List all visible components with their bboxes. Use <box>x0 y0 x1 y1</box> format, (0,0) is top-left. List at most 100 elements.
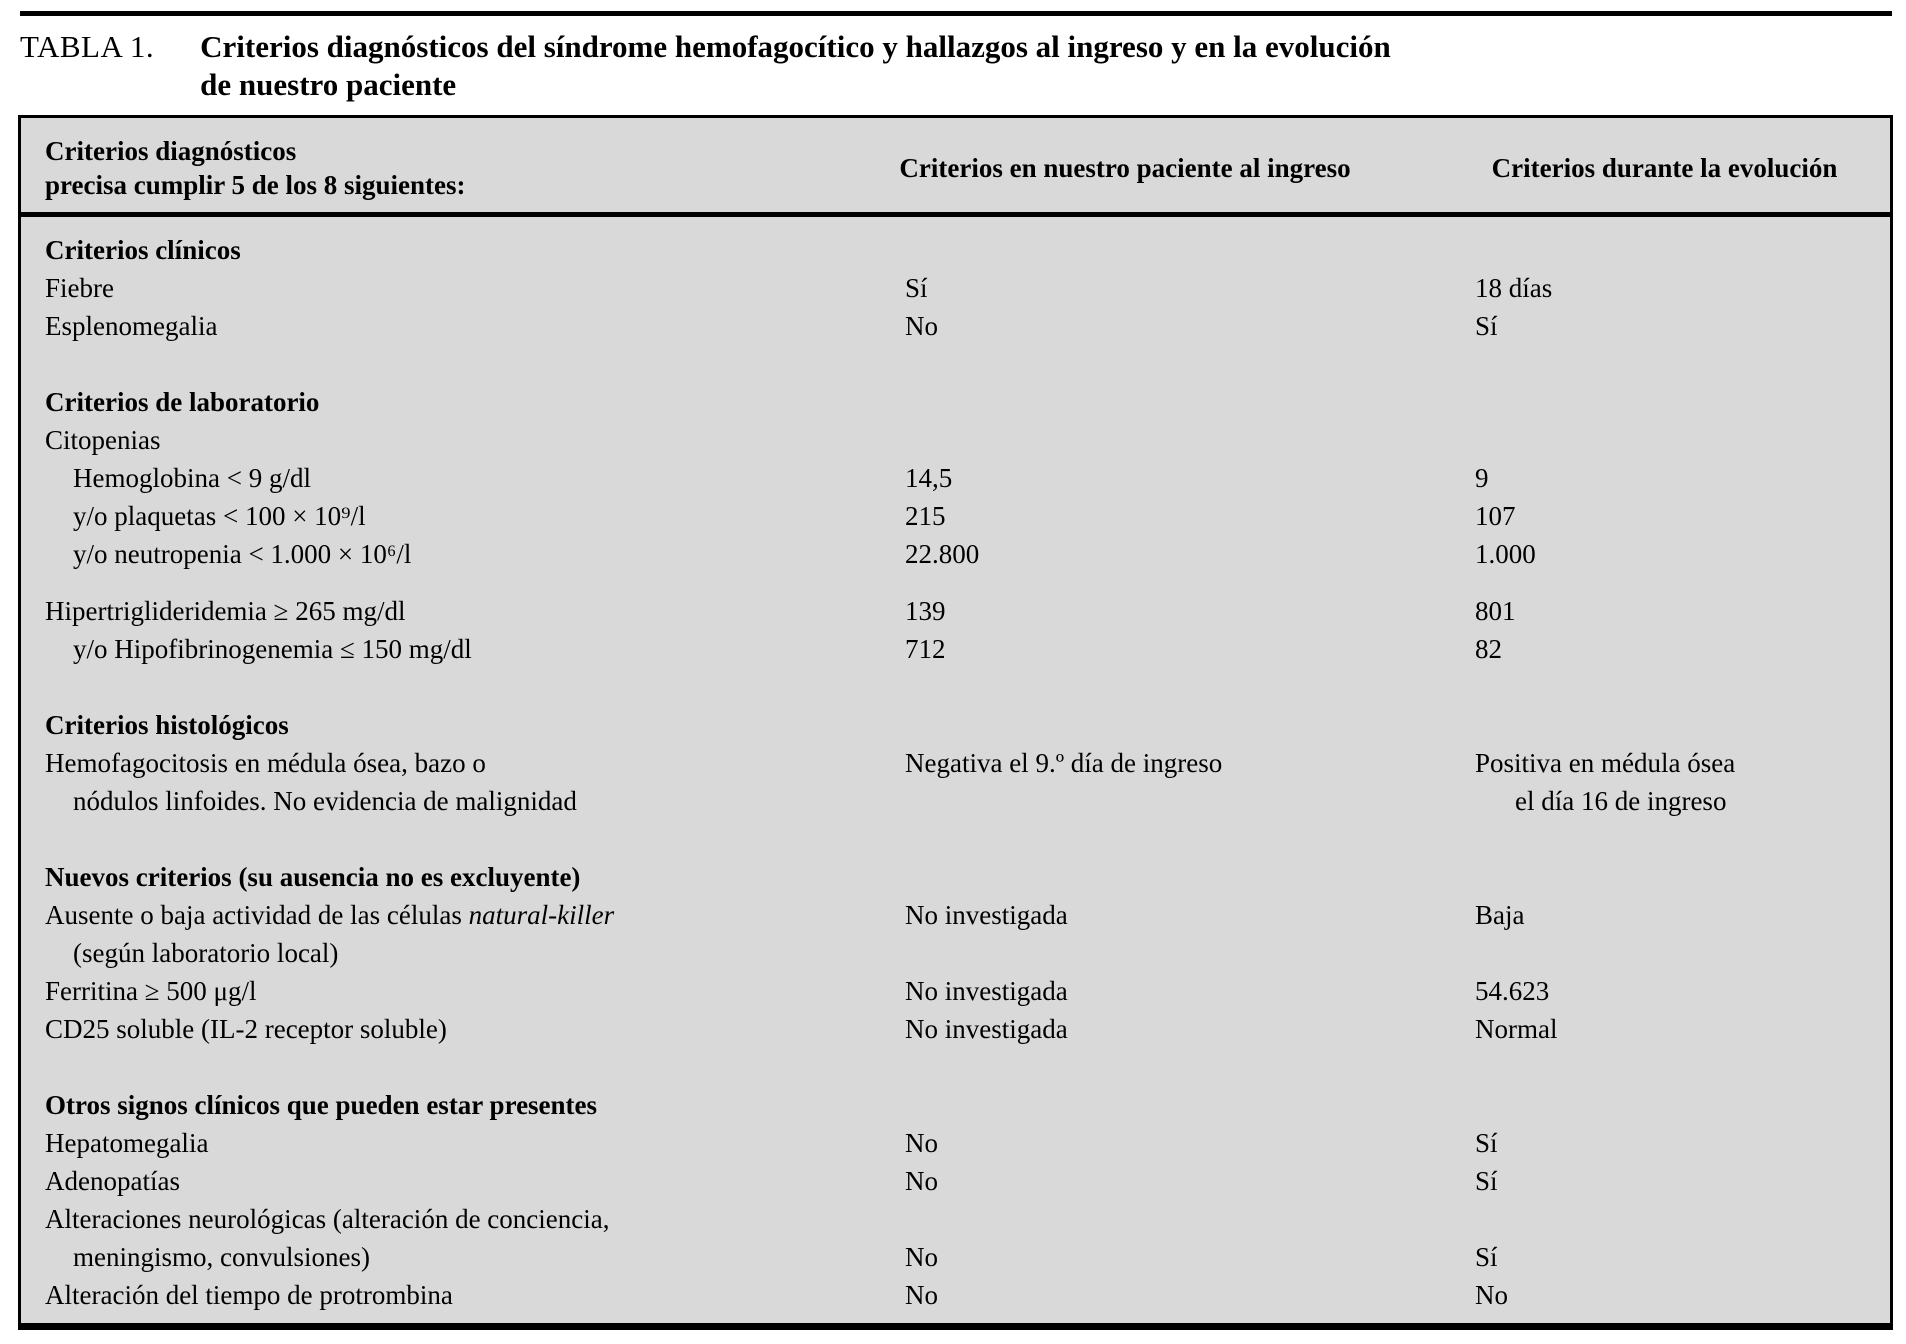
value-at-admission: Sí <box>905 273 928 303</box>
criterion-label: Ausente o baja actividad de las células … <box>45 896 885 934</box>
value-at-admission: No <box>905 1128 938 1158</box>
criterion-label-text: Hipertriglideridemia ≥ 265 mg/dl <box>45 596 406 626</box>
criterion-label-text: nódulos linfoides. No evidencia de malig… <box>73 786 577 816</box>
criterion-label: Hemofagocitosis en médula ósea, bazo o <box>45 744 885 782</box>
value-at-admission <box>885 383 1455 421</box>
section-heading-row: Criterios histológicos <box>45 706 1874 744</box>
section-heading-row: Criterios de laboratorio <box>45 383 1874 421</box>
table-row: CD25 soluble (IL-2 receptor soluble) No i… <box>45 1010 1874 1048</box>
header-col-criteria-line1: Criterios diagnósticos <box>45 136 297 166</box>
criterion-label: Citopenias <box>45 421 885 459</box>
caption-title-line1: Criterios diagnósticos del síndrome hemo… <box>200 29 1391 64</box>
value-during-evolution: 82 <box>1475 634 1502 664</box>
value-during-evolution: 9 <box>1475 463 1489 493</box>
value-during-evolution <box>1455 1200 1874 1238</box>
header-col-criteria-line2: precisa cumplir 5 de los 8 siguientes: <box>45 170 466 200</box>
value-during-evolution: 801 <box>1475 596 1516 626</box>
table-body: Criterios clínicos Fiebre Sí 18 días Espleno… <box>21 217 1890 1314</box>
criterion-label-text: Nuevos criterios (su ausencia no es excl… <box>45 862 581 892</box>
table-row: Hemoglobina < 9 g/dl 14,5 9 <box>45 459 1874 497</box>
value-at-admission: 14,5 <box>905 463 953 493</box>
criterion-label-text: Adenopatías <box>45 1166 180 1196</box>
value-at-admission: No <box>905 311 938 341</box>
criterion-label: Adenopatías <box>45 1162 885 1200</box>
table-row: Hemofagocitosis en médula ósea, bazo o Ne… <box>45 744 1874 782</box>
criterion-label-text: Fiebre <box>45 273 114 303</box>
criterion-label: Ferritina ≥ 500 μg/l <box>45 972 885 1010</box>
value-during-evolution: Sí <box>1475 311 1498 341</box>
criterion-label: (según laboratorio local) <box>45 934 885 972</box>
criterion-label: Hemoglobina < 9 g/dl <box>45 459 885 497</box>
criterion-label: Alteración del tiempo de protrombina <box>45 1276 885 1314</box>
caption-title: Criterios diagnósticos del síndrome hemo… <box>200 28 1391 104</box>
criterion-label-text: Ferritina ≥ 500 μg/l <box>45 976 257 1006</box>
section-heading: Otros signos clínicos que pueden estar p… <box>45 1086 885 1124</box>
table-row: Alteraciones neurológicas (alteración de… <box>45 1200 1874 1238</box>
row-spacer <box>45 820 1874 858</box>
criterion-label: y/o plaquetas < 100 × 10⁹/l <box>45 497 885 535</box>
table-row: Esplenomegalia No Sí <box>45 307 1874 345</box>
table-row: Citopenias <box>45 421 1874 459</box>
table-row: meningismo, convulsiones) No Sí <box>45 1238 1874 1276</box>
value-at-admission <box>885 706 1455 744</box>
section-heading: Criterios histológicos <box>45 706 885 744</box>
criterion-label-text: (según laboratorio local) <box>73 938 339 968</box>
value-during-evolution <box>1455 706 1874 744</box>
value-at-admission: No investigada <box>905 1014 1068 1044</box>
value-at-admission: Negativa el 9.º día de ingreso <box>905 748 1223 778</box>
table-row: y/o neutropenia < 1.000 × 10⁶/l 22.800 1.0… <box>45 535 1874 573</box>
value-at-admission: No investigada <box>905 976 1068 1006</box>
value-during-evolution: Baja <box>1475 900 1525 930</box>
table-row: Fiebre Sí 18 días <box>45 269 1874 307</box>
value-at-admission: 215 <box>905 501 946 531</box>
value-at-admission: No investigada <box>905 900 1068 930</box>
value-during-evolution <box>1455 231 1874 269</box>
value-during-evolution: Positiva en médula ósea <box>1475 748 1736 778</box>
row-spacer <box>45 345 1874 383</box>
criterion-label-text: y/o Hipofibrinogenemia ≤ 150 mg/dl <box>73 634 472 664</box>
criterion-label-text: Esplenomegalia <box>45 311 218 341</box>
table-row: y/o Hipofibrinogenemia ≤ 150 mg/dl 712 82 <box>45 630 1874 668</box>
criterion-label-text: Alteración del tiempo de protrombina <box>45 1280 453 1310</box>
criterion-label: CD25 soluble (IL-2 receptor soluble) <box>45 1010 885 1048</box>
value-at-admission <box>885 858 1455 896</box>
row-spacer <box>45 573 1874 592</box>
section-heading: Criterios clínicos <box>45 231 885 269</box>
header-col-evolution: Criterios durante la evolución <box>1491 153 1838 183</box>
value-during-evolution <box>1455 1086 1874 1124</box>
value-at-admission: No <box>905 1280 938 1310</box>
value-during-evolution: Sí <box>1475 1242 1498 1272</box>
criterion-label-text: Criterios histológicos <box>45 710 289 740</box>
value-at-admission: 139 <box>905 596 946 626</box>
table-header-row: Criterios diagnósticos precisa cumplir 5… <box>21 118 1890 212</box>
caption-title-line2: de nuestro paciente <box>200 67 457 102</box>
caption-label: TABLA 1. <box>20 29 155 64</box>
value-during-evolution: Sí <box>1475 1128 1498 1158</box>
header-separator-rule <box>21 212 1890 217</box>
value-during-evolution: 18 días <box>1475 273 1553 303</box>
value-at-admission: 22.800 <box>905 539 980 569</box>
table-row: y/o plaquetas < 100 × 10⁹/l 215 107 <box>45 497 1874 535</box>
value-during-evolution: 1.000 <box>1475 539 1536 569</box>
table-row: Ausente o baja actividad de las células … <box>45 896 1874 934</box>
criterion-label: nódulos linfoides. No evidencia de malig… <box>45 782 885 820</box>
value-at-admission <box>885 934 1455 972</box>
criterion-label-text: Hepatomegalia <box>45 1128 209 1158</box>
caption-top-rule <box>20 11 1892 16</box>
criterion-label: Hipertriglideridemia ≥ 265 mg/dl <box>45 592 885 630</box>
table: Criterios diagnósticos precisa cumplir 5… <box>18 115 1893 1330</box>
criterion-label-text: y/o plaquetas < 100 × 10⁹/l <box>73 501 366 531</box>
table-row: Hepatomegalia No Sí <box>45 1124 1874 1162</box>
criterion-label-text: Otros signos clínicos que pueden estar p… <box>45 1090 598 1120</box>
section-heading: Criterios de laboratorio <box>45 383 885 421</box>
criterion-label-text: Citopenias <box>45 425 161 455</box>
table-row: Ferritina ≥ 500 μg/l No investigada 54.623 <box>45 972 1874 1010</box>
section-heading-row: Criterios clínicos <box>45 231 1874 269</box>
criterion-label: Hepatomegalia <box>45 1124 885 1162</box>
header-col-criteria: Criterios diagnósticos precisa cumplir 5… <box>45 134 885 202</box>
value-during-evolution <box>1455 934 1874 972</box>
table-row: Alteración del tiempo de protrombina No No <box>45 1276 1874 1314</box>
value-at-admission <box>885 782 1455 820</box>
criterion-label-text: CD25 soluble (IL-2 receptor soluble) <box>45 1014 447 1044</box>
